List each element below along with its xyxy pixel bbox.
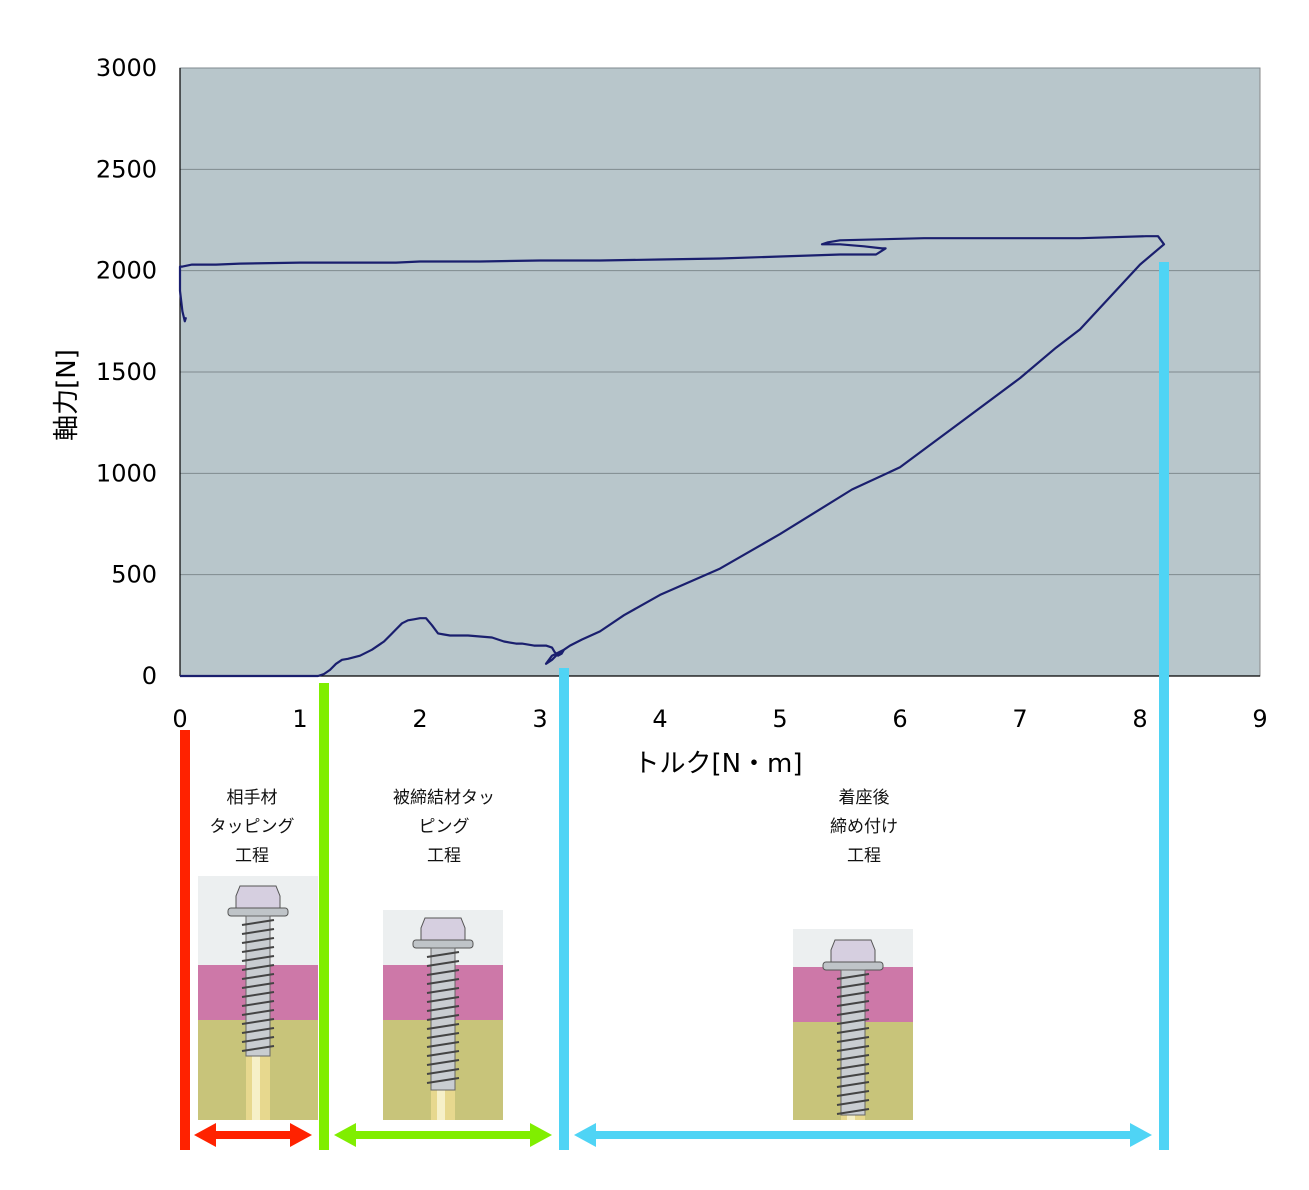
phase-label: 相手材タッピング工程: [162, 784, 342, 871]
x-axis-label: トルク[N・m]: [633, 749, 802, 779]
x-tick-label: 9: [1252, 705, 1267, 733]
x-tick-label: 8: [1132, 705, 1147, 733]
phase-boundary-bar: [1159, 262, 1169, 1150]
screw-illustration: [198, 876, 318, 1120]
phase-label-line: 被締結材タッ: [393, 788, 495, 808]
phase-label: 着座後 締め付け 工程: [774, 784, 954, 871]
y-tick-label: 3000: [96, 54, 157, 82]
screw-illustrations: [198, 876, 913, 1120]
phase-arrow-shaft: [586, 1131, 1140, 1139]
phase-label-line: 着座後: [838, 788, 890, 808]
phase-arrow-head-right: [290, 1123, 312, 1147]
y-tick-label: 500: [111, 561, 157, 589]
phase-arrow-head-left: [574, 1123, 596, 1147]
y-axis-label: 軸力[N]: [52, 349, 82, 441]
process-phases: [180, 262, 1169, 1150]
phase-arrow-shaft: [206, 1131, 300, 1139]
x-tick-label: 1: [292, 705, 307, 733]
series-line: [178, 235, 1166, 678]
phase-arrow-head-left: [194, 1123, 216, 1147]
phase-arrow-shaft: [346, 1131, 540, 1139]
x-tick-label: 0: [172, 705, 187, 733]
phase-label-line: 相手材: [226, 788, 278, 808]
y-tick-label: 2000: [96, 257, 157, 285]
y-tick-label: 0: [142, 662, 157, 690]
x-tick-label: 7: [1012, 705, 1027, 733]
phase-boundary-bar: [319, 683, 329, 1150]
screw-illustration: [793, 929, 913, 1120]
x-tick-label: 3: [532, 705, 547, 733]
y-tick-label: 1000: [96, 459, 157, 487]
phase-label-line: 工程: [427, 846, 461, 866]
screw-illustration: [383, 910, 503, 1120]
x-tick-label: 4: [652, 705, 667, 733]
phase-label-line: 工程: [235, 846, 269, 866]
gridlines: [180, 67, 1260, 576]
y-tick-label: 1500: [96, 358, 157, 386]
x-tick-label: 5: [772, 705, 787, 733]
phase-arrow-head-left: [334, 1123, 356, 1147]
phase-label-line: タッピング: [209, 817, 295, 837]
phase-label: 被締結材タッ ピング工程: [354, 784, 534, 871]
x-tick-labels: 0 1 2 3 4 5 6 7 8 9: [172, 705, 1267, 733]
y-tick-labels: 0 500 1000 1500 2000 2500 3000: [96, 54, 157, 690]
phase-label-line: 工程: [847, 846, 881, 866]
phase-boundary-bar: [559, 668, 569, 1150]
y-tick-label: 2500: [96, 155, 157, 183]
phase-label-line: 締め付け: [830, 817, 898, 837]
phase-boundary-bar: [180, 730, 190, 1150]
phase-arrow-head-right: [530, 1123, 552, 1147]
x-tick-label: 2: [412, 705, 427, 733]
x-tick-label: 6: [892, 705, 907, 733]
phase-label-line: ピング: [418, 817, 470, 837]
phase-arrow-head-right: [1130, 1123, 1152, 1147]
